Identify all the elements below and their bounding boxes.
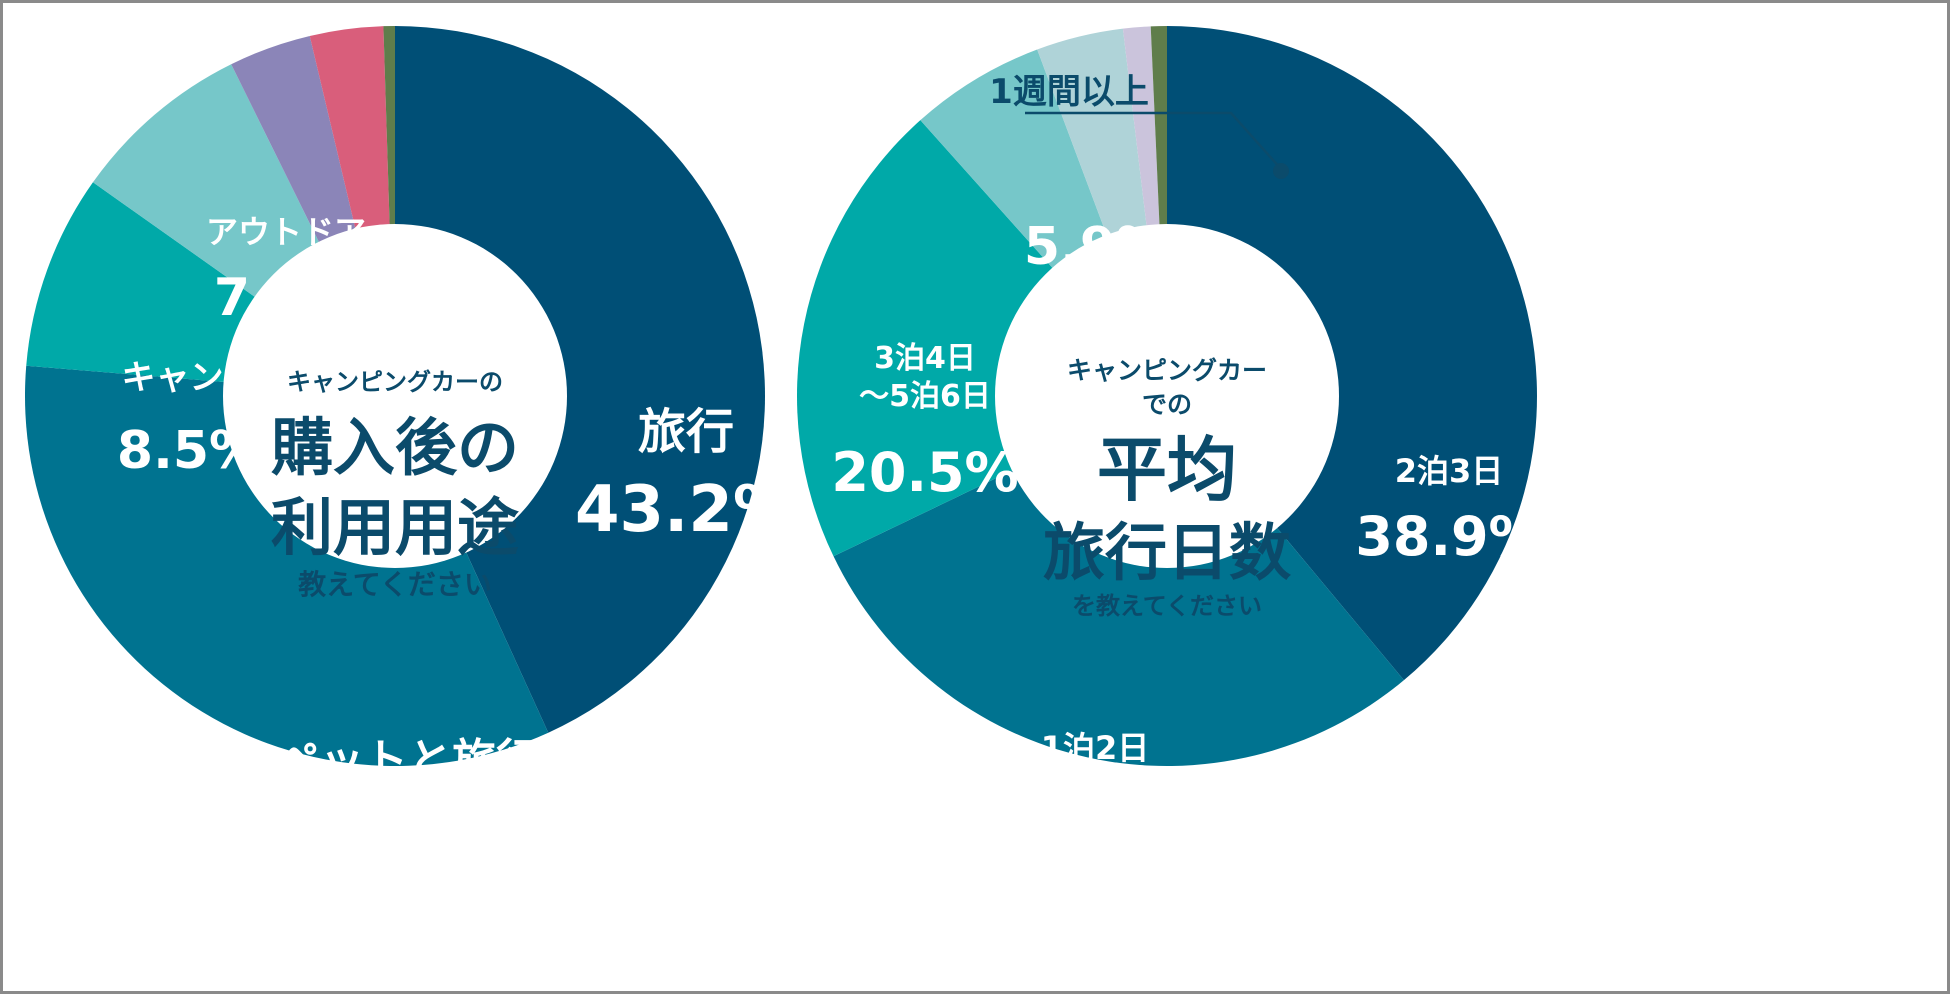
- trip-slice-0: [1167, 26, 1537, 681]
- slice-label-line-1: 〜5泊6日: [859, 379, 991, 414]
- slice-label-pet-travel: ペットと旅行: [276, 735, 540, 786]
- slice-label-travel: 旅行: [638, 404, 734, 460]
- usage-slice-0: [395, 26, 766, 733]
- slice-value-travel: 43.2%: [575, 473, 797, 547]
- trip-title-line-1: キャンピングカー: [1067, 356, 1267, 385]
- charts-canvas: 旅行 43.2% ペットと旅行 33.1% キャンプ 8.5% アウトドア 7.…: [24, 25, 1543, 874]
- slice-label-1n2d: 1泊2日: [1041, 729, 1150, 767]
- trip-title-line-5: を教えてください: [1072, 592, 1262, 620]
- slice-label-2n3d: 2泊3日: [1395, 452, 1504, 490]
- usage-title-line-1: キャンピングカーの: [287, 368, 503, 396]
- callout-label-1week-plus: 1週間以上: [989, 72, 1149, 112]
- trip-length-donut-hole: [995, 224, 1339, 568]
- slice-label-line-0: 3泊4日: [874, 341, 976, 376]
- usage-donut-chart: 旅行 43.2% ペットと旅行 33.1% キャンプ 8.5% アウトドア 7.…: [24, 25, 797, 874]
- trip-title-line-4: 旅行日数: [1043, 516, 1291, 589]
- slice-value-pet-travel: 33.1%: [297, 800, 519, 874]
- slice-value-2n3d: 38.9%: [1355, 505, 1542, 568]
- usage-title-line-2: 購入後の: [271, 411, 519, 484]
- trip-length-donut-chart: 2泊3日 38.9% 1泊2日 28.9% 3泊4日〜5泊6日 20.5% 5.…: [796, 26, 1543, 846]
- slice-value-camp: 8.5%: [117, 421, 261, 481]
- slice-value-outdoor: 7.9%: [214, 268, 358, 328]
- usage-title-line-3: 利用用途: [271, 491, 519, 564]
- slice-label-outdoor: アウトドア: [206, 213, 366, 251]
- usage-title-line-4: 教えてください: [298, 568, 492, 601]
- slice-value-3n4d-5n6d: 20.5%: [831, 441, 1018, 504]
- trip-title-line-3: 平均: [1097, 429, 1237, 511]
- slice-value-1n2d: 28.9%: [1001, 783, 1188, 846]
- trip-title-line-2: での: [1142, 390, 1192, 419]
- slice-label-3n4d-5n6d: 3泊4日〜5泊6日: [859, 341, 991, 414]
- callout-leader-line: [1025, 111, 1282, 170]
- trip-slice-2: [796, 120, 1167, 557]
- usage-donut-hole: [223, 224, 567, 568]
- trip-slice-1: [833, 396, 1404, 766]
- callout-dot: [1273, 163, 1289, 179]
- slice-value-1week-plus: 5.9%: [1024, 217, 1168, 277]
- slice-label-camp: キャンプ: [122, 358, 257, 398]
